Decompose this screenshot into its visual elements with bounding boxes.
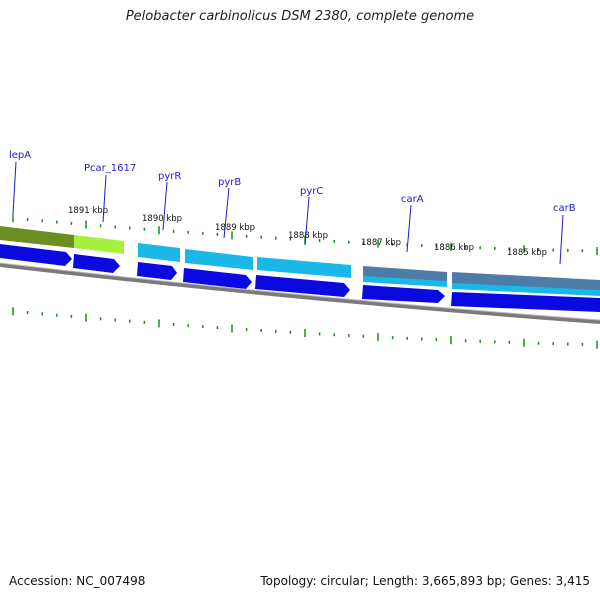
backbone-arc [0,263,600,324]
gene-pyrB[interactable] [185,249,253,270]
gene-carA-lower [363,276,447,287]
cds-arrow[interactable] [137,262,177,280]
kbp-label: 1886 kbp [434,243,474,253]
label-leader [162,181,168,231]
label-leader [406,204,412,253]
cds-arrow[interactable] [183,268,252,289]
tick-row-upper [12,214,598,256]
map-title: Pelobacter carbinolicus DSM 2380, comple… [125,9,475,24]
genome-summary-text: Topology: circular; Length: 3,665,893 bp… [260,574,590,588]
kbp-label: 1887 kbp [361,238,401,248]
gene-label-carB[interactable]: carB [553,203,576,214]
label-leader [223,187,230,239]
gene-label-pyrB[interactable]: pyrB [218,177,241,188]
gene-label-Pcar_1617[interactable]: Pcar_1617 [84,163,136,174]
cds-arrow[interactable] [0,244,72,266]
cds-track [0,244,600,312]
gene-pyrC[interactable] [257,257,351,278]
gene-label-texts: lepA Pcar_1617 pyrR pyrB pyrC carA carB [9,150,576,214]
cds-arrow[interactable] [255,275,350,297]
kbp-label: 1888 kbp [288,231,328,241]
label-leader [559,214,564,265]
cds-arrow[interactable] [73,254,120,273]
backbone-arc-highlight [0,262,600,321]
gene-label-lepA[interactable]: lepA [9,150,31,161]
gene-label-pyrR[interactable]: pyrR [158,171,181,182]
gene-ring [0,226,600,296]
gene-Pcar_1617[interactable] [74,235,124,254]
tick-row-lower [12,307,598,349]
kbp-label: 1891 kbp [68,206,108,216]
label-leader [102,174,107,223]
accession-text: Accession: NC_007498 [9,574,146,588]
label-leader [304,196,310,246]
gene-lepA[interactable] [0,226,74,248]
kbp-labels: 1891 kbp 1890 kbp 1889 kbp 1888 kbp 1887… [68,206,547,258]
label-leader [12,161,17,215]
gene-carB-lower [452,283,600,296]
cds-arrow[interactable] [451,292,600,312]
kbp-label: 1890 kbp [142,214,182,224]
gene-label-carA[interactable]: carA [401,194,424,205]
gene-pyrR[interactable] [138,243,180,262]
gene-label-pyrC[interactable]: pyrC [300,186,323,197]
kbp-label: 1889 kbp [215,223,255,233]
kbp-label: 1885 kbp [507,248,547,258]
cds-arrow[interactable] [362,285,445,303]
gene-labels [12,161,564,265]
